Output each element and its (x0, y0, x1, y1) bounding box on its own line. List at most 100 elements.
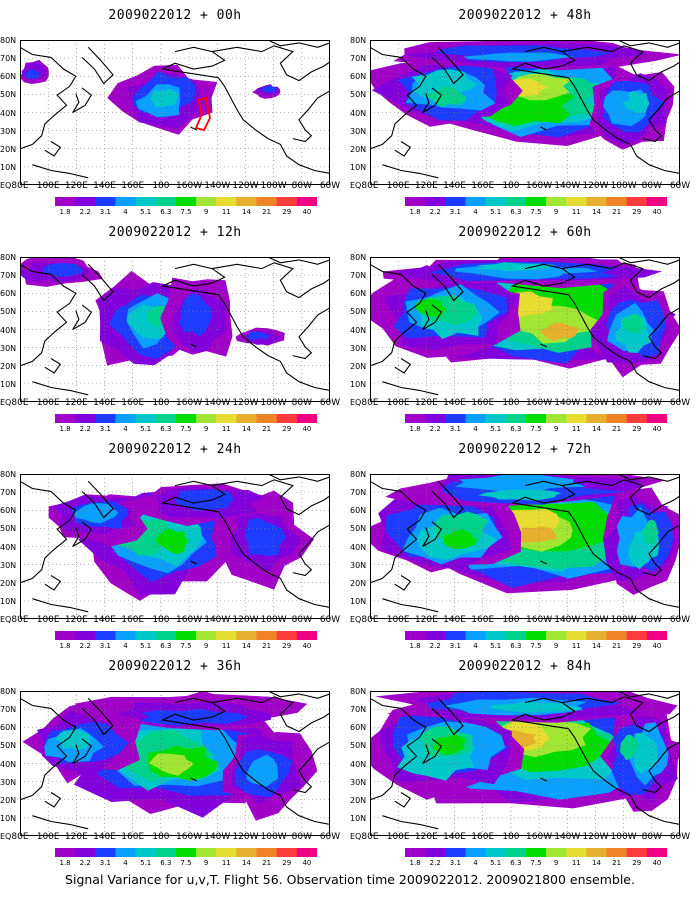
colorbar-swatch (135, 197, 157, 206)
colorbar-swatch (135, 414, 157, 423)
longitude-label: 100W (610, 181, 637, 191)
latitude-label: 50N (350, 90, 367, 100)
colorbar-swatch (115, 197, 137, 206)
colorbar-swatch (485, 631, 507, 640)
longitude-label: 140W (204, 832, 231, 842)
colorbar-swatch (196, 414, 217, 423)
colorbar-label: 29 (632, 425, 642, 433)
latitude-label: 50N (350, 307, 367, 317)
panel-title: 2009022012 + 00h (108, 8, 242, 23)
map-frame (20, 691, 330, 836)
longitude-label: 60W (669, 181, 691, 191)
colorbar-label: 1.8 (59, 859, 71, 867)
latitude-label: EQ (350, 181, 362, 190)
coastline (617, 691, 680, 699)
longitude-label: 140E (443, 615, 466, 625)
latitude-label: 10N (0, 379, 17, 389)
colorbar-swatch (566, 197, 587, 206)
coastline (642, 307, 680, 360)
colorbar-label: 3.1 (99, 208, 111, 216)
panel-title: 2009022012 + 60h (458, 225, 592, 240)
colorbar-labels: 1.8 2.2 3.1 4 5.1 6.3 7.5 9 11 14 21 29 40 (405, 208, 667, 218)
colorbar-swatch (465, 848, 487, 857)
coastline (510, 480, 576, 513)
colorbar-label: 29 (282, 859, 292, 867)
map-panel: 2009022012 + 12h 80N 70N 60N 50N 40N 30N 20N 10N… (0, 217, 350, 442)
coastline (20, 697, 77, 801)
colorbar-label: 5.1 (490, 425, 502, 433)
colorbar-swatch (525, 631, 547, 640)
longitude-label: 120W (232, 181, 259, 191)
colorbar-swatch (175, 197, 197, 206)
colorbar-label: 4 (473, 642, 478, 650)
colorbar-label: 2.2 (79, 642, 91, 650)
longitude-label: 100W (260, 181, 287, 191)
latitude-label: 60N (0, 506, 17, 516)
contour-fill (24, 69, 40, 79)
longitude-label: 80E (361, 832, 379, 842)
coastline (20, 480, 77, 584)
colorbar-label: 6.3 (510, 859, 522, 867)
colorbar-label: 9 (203, 208, 209, 216)
coastline (44, 358, 62, 374)
coastline (292, 307, 330, 360)
colorbar-labels: 1.8 2.2 3.1 4 5.1 6.3 7.5 9 11 14 21 29 40 (55, 642, 317, 652)
colorbar-labels: 1.8 2.2 3.1 4 5.1 6.3 7.5 9 11 14 21 29 40 (405, 425, 667, 435)
latitude-labels: 80N 70N 60N 50N 40N 30N 20N 10N EQ (0, 470, 22, 624)
colorbar-label: 1.8 (409, 208, 421, 216)
variance-map (20, 40, 330, 185)
coastline (394, 575, 412, 591)
map-panel: 2009022012 + 72h 80N 70N 60N 50N 40N 30N 20N 10N… (350, 434, 700, 659)
colorbar-swatch (465, 414, 487, 423)
longitude-label: 160W (176, 398, 203, 408)
longitude-label: 180 (502, 832, 520, 842)
colorbar-swatch (405, 848, 426, 857)
colorbar-swatch (445, 197, 466, 206)
coastline (160, 46, 226, 79)
colorbar-swatch (276, 848, 298, 857)
contour-fill (622, 313, 645, 334)
coastline (510, 697, 576, 730)
colorbar-label: 1.8 (59, 425, 71, 433)
colorbar-label: 11 (221, 208, 231, 216)
latitude-label: 50N (0, 90, 17, 100)
latitude-label: 50N (350, 524, 367, 534)
colorbar-label: 3.1 (449, 208, 461, 216)
longitude-label: 140W (554, 181, 581, 191)
colorbar-label: 6.3 (160, 208, 172, 216)
variance-map (20, 691, 330, 836)
colorbar-swatch (546, 197, 567, 206)
colorbar-label: 7.5 (180, 642, 192, 650)
latitude-label: 30N (0, 126, 17, 136)
coastline (422, 304, 443, 330)
colorbar-swatch (75, 631, 96, 640)
map-frame (20, 474, 330, 619)
colorbar-label: 40 (302, 425, 312, 433)
colorbar-swatch (405, 197, 426, 206)
latitude-label: 60N (350, 289, 367, 299)
contour-fill (462, 52, 575, 62)
variance-map (370, 691, 680, 836)
colorbar-label: 7.5 (180, 859, 192, 867)
longitude-label: 160E (471, 832, 495, 842)
latitude-label: 80N (350, 253, 367, 262)
colorbar-swatch (586, 631, 608, 640)
coastline (217, 77, 330, 174)
longitude-label: 120W (232, 615, 259, 625)
colorbar-label: 7.5 (530, 859, 542, 867)
longitude-label: 160E (121, 181, 145, 191)
colorbar-swatch (196, 848, 217, 857)
contour-fill (442, 529, 477, 550)
latitude-label: 80N (0, 470, 17, 479)
longitude-label: 160E (121, 398, 145, 408)
contour-fill (539, 322, 579, 341)
colorbar-label: 2.2 (429, 208, 441, 216)
latitude-label: 10N (350, 596, 367, 606)
panel-title: 2009022012 + 84h (458, 659, 592, 674)
panel-title: 2009022012 + 36h (108, 659, 242, 674)
colorbar-swatch (95, 197, 116, 206)
longitude-label: 120E (414, 181, 438, 191)
longitude-label: 100E (36, 832, 60, 842)
coastline (190, 560, 197, 565)
colorbar-swatch (405, 631, 426, 640)
